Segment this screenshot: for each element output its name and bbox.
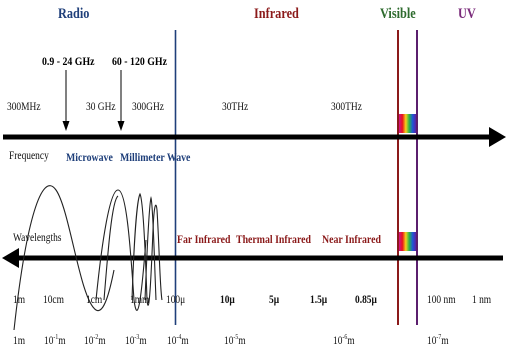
- microwave-range-label: 0.9 - 24 GHz: [42, 54, 95, 68]
- frequency-axis-arrow: [3, 127, 506, 147]
- wl-tick-1cm: 1cm: [86, 294, 103, 306]
- wavelength-axis-arrow: [2, 248, 503, 268]
- wl-power-e-3: 10-3m: [125, 333, 147, 347]
- near-infrared-label: Near Infrared: [322, 232, 381, 246]
- wl-power-e-2: 10-2m: [84, 333, 106, 347]
- microwave-marker-arrow: [62, 70, 70, 131]
- wl-power-e-6: 10-6m: [333, 333, 355, 347]
- wl-power-e-7: 10-7m: [427, 333, 449, 347]
- wavelength-axis-label: Wavelengths: [13, 232, 62, 244]
- visible-rainbow-top: [399, 114, 416, 133]
- wl-tick-1mm: 1mm: [130, 294, 150, 306]
- visible-rainbow-bottom: [399, 232, 416, 251]
- wl-power-1m: 1m: [13, 335, 26, 347]
- band-uv-label: UV: [458, 6, 476, 22]
- band-visible-label: Visible: [380, 6, 416, 22]
- wl-power-e-4: 10-4m: [167, 333, 189, 347]
- frequency-axis-label: Frequency: [9, 150, 49, 162]
- wl-tick-0-85u: 0.85μ: [355, 294, 377, 306]
- mmwave-range-label: 60 - 120 GHz: [112, 54, 167, 68]
- microwave-region-label: Microwave: [66, 150, 113, 164]
- freq-tick-300thz: 300THz: [331, 101, 362, 113]
- freq-tick-300ghz: 300GHz: [132, 101, 164, 113]
- freq-tick-30thz: 30THz: [222, 101, 249, 113]
- mmwave-marker-arrow: [117, 70, 125, 131]
- wl-tick-1nm: 1 nm: [472, 294, 492, 306]
- band-radio-label: Radio: [58, 6, 90, 22]
- radio-waves-illustration: [13, 185, 163, 331]
- wl-tick-100nm: 100 nm: [427, 294, 456, 306]
- freq-tick-300mhz: 300MHz: [7, 101, 41, 113]
- wl-tick-10u: 10μ: [220, 294, 235, 306]
- far-infrared-label: Far Infrared: [177, 232, 231, 246]
- band-infrared-label: Infrared: [254, 6, 299, 22]
- wl-power-e-5: 10-5m: [224, 333, 246, 347]
- wl-tick-10cm: 10cm: [43, 294, 64, 306]
- mmwave-region-label: Millimeter Wave: [120, 150, 191, 164]
- wl-tick-1-5u: 1.5μ: [310, 294, 328, 306]
- wl-power-e-1: 10-1m: [44, 333, 66, 347]
- wl-tick-100u: 100μ: [166, 294, 186, 306]
- thermal-infrared-label: Thermal Infrared: [236, 232, 311, 246]
- wl-tick-5u: 5μ: [269, 294, 280, 306]
- freq-tick-30ghz: 30 GHz: [86, 101, 116, 113]
- wl-tick-1m: 1m: [13, 294, 26, 306]
